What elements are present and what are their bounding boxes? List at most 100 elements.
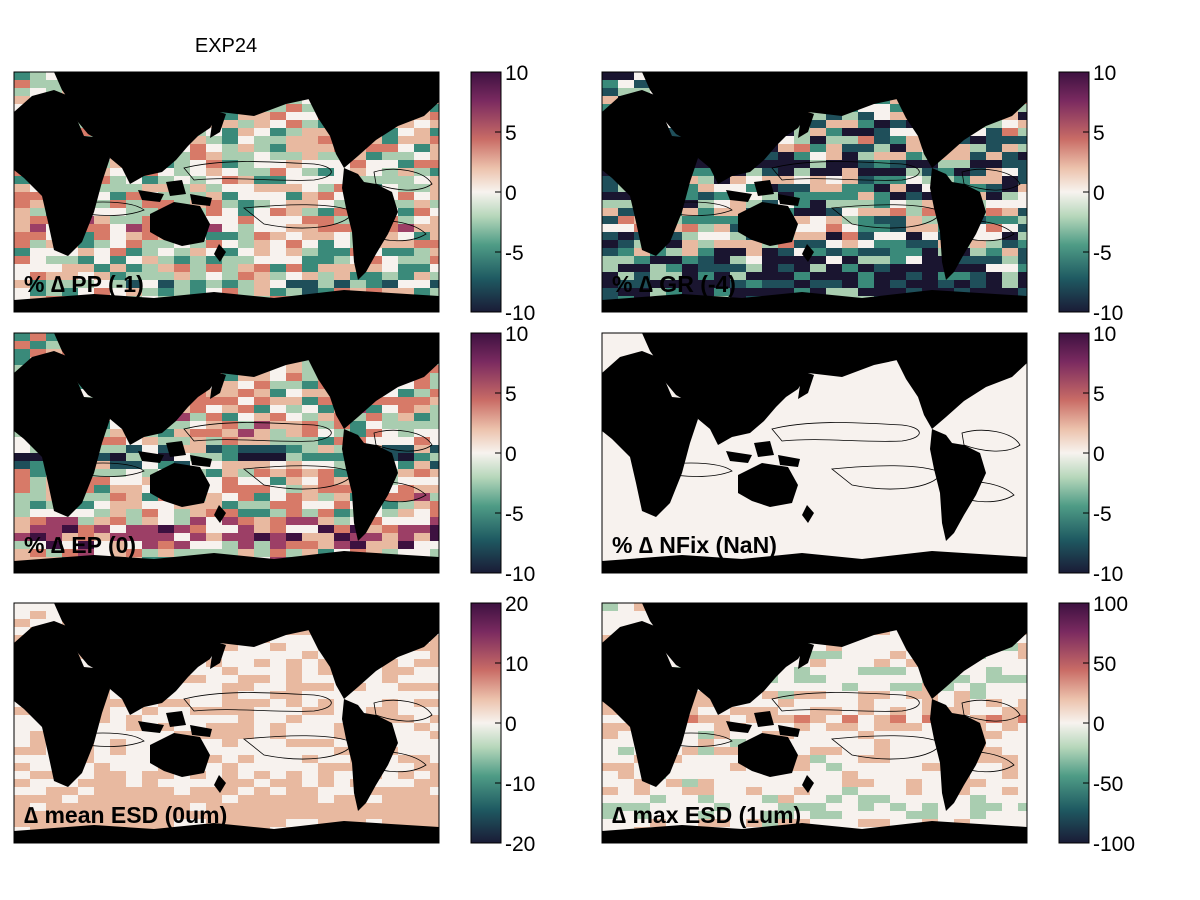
map-cell [318, 461, 334, 469]
map-cell [366, 803, 382, 811]
map-cell [874, 651, 890, 659]
map-cell [110, 771, 126, 779]
map-cell [682, 240, 698, 248]
map-cell [174, 787, 190, 795]
map-cell [714, 288, 730, 296]
map-cell [618, 763, 634, 771]
map-cell [190, 429, 206, 437]
map-cell [778, 152, 794, 160]
map-cell [430, 659, 439, 667]
map-cell [922, 224, 938, 232]
map-cell [890, 675, 906, 683]
map-cell [970, 168, 986, 176]
map-cell [842, 643, 858, 651]
map-cell [906, 232, 922, 240]
map-cell [398, 667, 414, 675]
map-cell [190, 779, 206, 787]
map-cell [730, 208, 746, 216]
map-cell [286, 803, 302, 811]
map-cell [270, 779, 286, 787]
map-cell [174, 819, 190, 827]
map-cell [762, 264, 778, 272]
map-cell [746, 723, 762, 731]
map-cell [1002, 272, 1018, 280]
map-cell [174, 413, 190, 421]
map-cell [94, 541, 110, 549]
map-cell [206, 168, 222, 176]
map-cell [222, 192, 238, 200]
map-cell [366, 707, 382, 715]
map-cell [842, 208, 858, 216]
map-cell [842, 128, 858, 136]
map-cell [858, 120, 874, 128]
map-cell [430, 192, 439, 200]
map-cell [190, 819, 206, 827]
map-cell [826, 723, 842, 731]
map-cell [430, 176, 439, 184]
map-cell [142, 445, 158, 453]
map-cell [890, 152, 906, 160]
map-cell [286, 200, 302, 208]
map-cell [110, 699, 126, 707]
map-cell [986, 240, 1002, 248]
map-cell [398, 208, 414, 216]
map-cell [1018, 256, 1027, 264]
map-cell [602, 192, 618, 200]
map-cell [698, 779, 714, 787]
map-cell [94, 288, 110, 296]
map-cell [126, 232, 142, 240]
map-cell [414, 787, 430, 795]
map-cell [414, 413, 430, 421]
map-cell [414, 248, 430, 256]
map-cell [714, 787, 730, 795]
map-cell [142, 803, 158, 811]
map-cell [206, 461, 222, 469]
map-cell [190, 256, 206, 264]
map-cell [94, 240, 110, 248]
map-cell [986, 691, 1002, 699]
map-cell [430, 184, 439, 192]
map-cell [222, 651, 238, 659]
map-cell [190, 795, 206, 803]
map-cell [1002, 152, 1018, 160]
map-cell [142, 208, 158, 216]
map-cell [986, 280, 1002, 288]
map-cell [858, 184, 874, 192]
map-cell [954, 795, 970, 803]
map-cell [874, 787, 890, 795]
map-cell [730, 256, 746, 264]
map-cell [842, 152, 858, 160]
map-cell [286, 533, 302, 541]
map-cell [78, 509, 94, 517]
map-cell [14, 493, 30, 501]
map-cell [110, 192, 126, 200]
map-cell [430, 533, 439, 541]
map-cell [1018, 691, 1027, 699]
map-cell [302, 763, 318, 771]
map-cell [730, 787, 746, 795]
map-cell [142, 248, 158, 256]
map-cell [318, 493, 334, 501]
map-cell [430, 445, 439, 453]
map-cell [810, 715, 826, 723]
map-cell [794, 755, 810, 763]
map-cell [618, 248, 634, 256]
map-cell [46, 819, 62, 827]
map-cell [222, 128, 238, 136]
map-cell [270, 365, 286, 373]
map-cell [46, 803, 62, 811]
map-cell [746, 248, 762, 256]
map-cell [110, 469, 126, 477]
map-cell [254, 493, 270, 501]
map-cell [62, 787, 78, 795]
map-cell [858, 699, 874, 707]
map-cell [286, 421, 302, 429]
map-cell [398, 541, 414, 549]
map-cell [414, 264, 430, 272]
map-cell [398, 453, 414, 461]
map-cell [142, 288, 158, 296]
map-cell [110, 707, 126, 715]
map-cell [30, 248, 46, 256]
map-cell [158, 803, 174, 811]
map-cell [1018, 787, 1027, 795]
